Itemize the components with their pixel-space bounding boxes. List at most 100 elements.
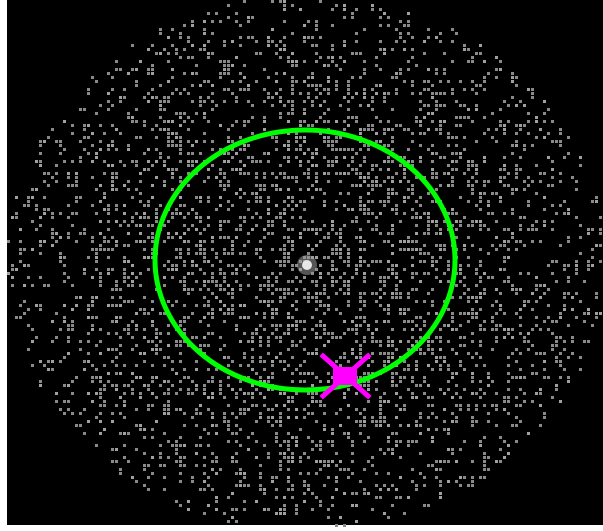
noise-pixel: [451, 224, 454, 227]
noise-pixel: [527, 120, 530, 123]
noise-pixel: [347, 92, 350, 95]
noise-pixel: [351, 320, 354, 323]
noise-pixel: [35, 208, 38, 211]
noise-pixel: [287, 176, 290, 179]
noise-pixel: [123, 256, 126, 259]
x-marker[interactable]: [319, 352, 372, 400]
noise-pixel: [179, 380, 182, 383]
noise-pixel: [259, 380, 262, 383]
noise-pixel: [579, 156, 582, 159]
region-circle[interactable]: [152, 127, 458, 393]
noise-pixel: [439, 368, 442, 371]
noise-pixel: [407, 424, 410, 427]
noise-pixel: [195, 412, 198, 415]
noise-pixel: [99, 340, 102, 343]
noise-pixel: [311, 152, 314, 155]
noise-pixel: [255, 200, 258, 203]
noise-pixel: [395, 192, 398, 195]
noise-pixel: [223, 60, 226, 63]
noise-pixel: [435, 104, 438, 107]
noise-pixel: [443, 104, 446, 107]
noise-pixel: [23, 204, 26, 207]
noise-pixel: [283, 224, 286, 227]
noise-pixel: [343, 44, 346, 47]
noise-pixel: [451, 152, 454, 155]
noise-pixel: [483, 364, 486, 367]
noise-pixel: [223, 88, 226, 91]
noise-pixel: [235, 472, 238, 475]
noise-pixel: [163, 412, 166, 415]
noise-pixel: [387, 356, 390, 359]
noise-pixel: [371, 420, 374, 423]
noise-pixel: [455, 168, 458, 171]
noise-pixel: [35, 304, 38, 307]
noise-pixel: [183, 288, 186, 291]
noise-pixel: [219, 284, 222, 287]
noise-pixel: [195, 140, 198, 143]
noise-pixel: [459, 156, 462, 159]
noise-pixel: [147, 340, 150, 343]
noise-pixel: [435, 128, 438, 131]
noise-pixel: [163, 128, 166, 131]
noise-pixel: [319, 444, 322, 447]
noise-pixel: [231, 288, 234, 291]
noise-pixel: [83, 124, 86, 127]
noise-pixel: [335, 232, 338, 235]
noise-pixel: [419, 132, 422, 135]
noise-pixel: [295, 132, 298, 135]
noise-pixel: [471, 308, 474, 311]
noise-pixel: [447, 280, 450, 283]
noise-pixel: [475, 52, 478, 55]
noise-pixel: [519, 332, 522, 335]
noise-pixel: [375, 224, 378, 227]
noise-pixel: [243, 412, 246, 415]
noise-pixel: [191, 120, 194, 123]
noise-pixel: [227, 72, 230, 75]
noise-pixel: [483, 156, 486, 159]
noise-pixel: [131, 44, 134, 47]
noise-pixel: [99, 124, 102, 127]
noise-pixel: [359, 172, 362, 175]
noise-pixel: [403, 328, 406, 331]
noise-pixel: [475, 92, 478, 95]
noise-pixel: [467, 48, 470, 51]
noise-pixel: [295, 436, 298, 439]
noise-pixel: [199, 288, 202, 291]
noise-pixel: [459, 80, 462, 83]
noise-pixel: [199, 232, 202, 235]
noise-pixel: [395, 208, 398, 211]
noise-pixel: [131, 68, 134, 71]
noise-pixel: [551, 344, 554, 347]
noise-pixel: [275, 216, 278, 219]
noise-pixel: [155, 216, 158, 219]
noise-pixel: [347, 416, 350, 419]
noise-pixel: [163, 120, 166, 123]
noise-pixel: [115, 384, 118, 387]
noise-pixel: [175, 392, 178, 395]
noise-pixel: [407, 148, 410, 151]
noise-pixel: [427, 36, 430, 39]
noise-pixel: [79, 232, 82, 235]
noise-pixel: [447, 448, 450, 451]
noise-pixel: [375, 216, 378, 219]
noise-pixel: [383, 100, 386, 103]
noise-pixel: [39, 216, 42, 219]
noise-pixel: [99, 380, 102, 383]
noise-pixel: [335, 148, 338, 151]
noise-pixel: [275, 188, 278, 191]
noise-pixel: [171, 212, 174, 215]
noise-pixel: [419, 328, 422, 331]
noise-pixel: [339, 104, 342, 107]
noise-pixel: [247, 392, 250, 395]
noise-pixel: [455, 220, 458, 223]
noise-pixel: [267, 212, 270, 215]
noise-pixel: [359, 420, 362, 423]
noise-pixel: [387, 268, 390, 271]
noise-pixel: [455, 124, 458, 127]
noise-pixel: [259, 52, 262, 55]
noise-pixel: [411, 160, 414, 163]
noise-pixel: [347, 404, 350, 407]
noise-pixel: [523, 340, 526, 343]
noise-pixel: [91, 328, 94, 331]
noise-pixel: [347, 100, 350, 103]
